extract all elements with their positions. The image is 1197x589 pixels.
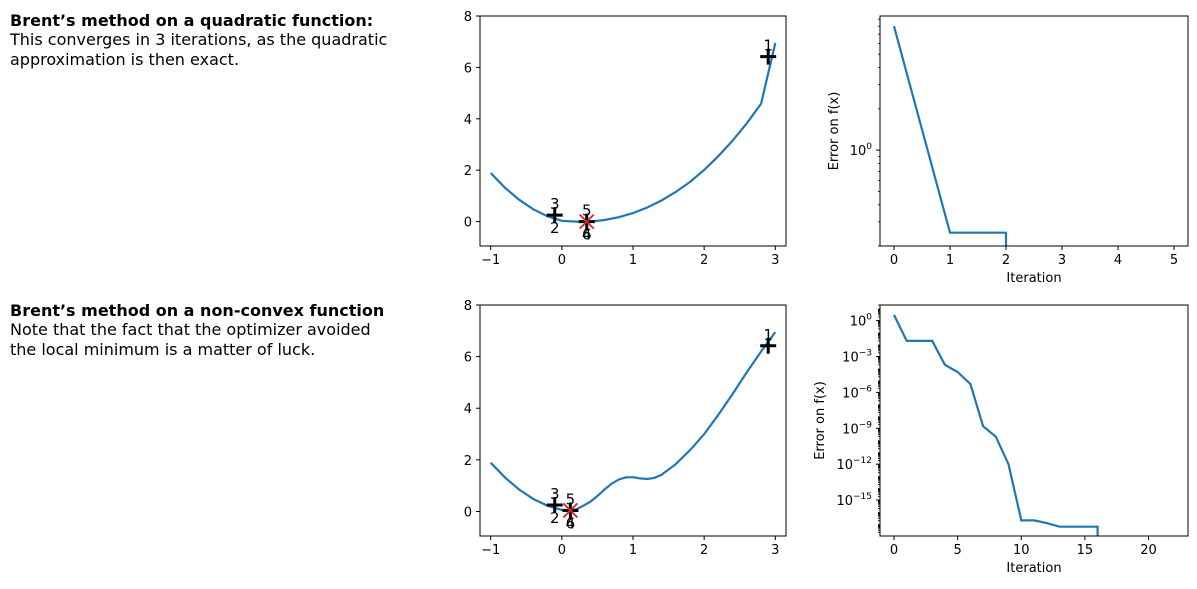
y-tick-label: 4 (464, 402, 472, 417)
panel-1-title: Brent’s method on a quadratic function: (10, 11, 374, 30)
iterate-label: 1 (763, 37, 773, 55)
chart-2: 0 1 2 3 4 5 100 Iteration Error on f(x) (827, 15, 1189, 286)
final-point-marker (562, 502, 579, 519)
x-tick-label: −1 (481, 543, 500, 558)
axes-frame (879, 304, 1189, 537)
x-tick-label: 10 (1013, 543, 1030, 558)
y-tick-label: 6 (464, 351, 472, 366)
axes-frame (879, 15, 1189, 247)
x-tick-label: 3 (771, 543, 779, 558)
y-tick-label: 0 (464, 505, 472, 520)
y-tick-label: 100 (850, 313, 873, 330)
iterate-label: 2 (550, 509, 560, 527)
y-tick-label: 2 (464, 454, 472, 469)
y-tick-label: 6 (464, 61, 472, 76)
y-tick-label: 8 (464, 299, 472, 314)
axes-frame (479, 304, 787, 537)
x-tick-label: 0 (558, 543, 566, 558)
series-line (892, 25, 1008, 246)
x-tick-label: 0 (558, 253, 566, 268)
x-tick-label: 5 (1170, 253, 1178, 268)
panel-1-text: Brent’s method on a quadratic function: … (10, 12, 430, 70)
y-tick-label: 10−6 (842, 384, 872, 401)
iterate-label: 4 (566, 514, 576, 532)
y-tick-label: 10−15 (836, 492, 872, 509)
series-line (489, 331, 777, 512)
x-tick-label: 1 (629, 543, 637, 558)
x-tick-label: 1 (629, 253, 637, 268)
y-axis-label: Error on f(x) (813, 381, 828, 460)
x-axis-label: Iteration (1006, 271, 1061, 286)
iterate-marker (760, 48, 777, 65)
panel-2-description: Note that the fact that the optimizer av… (10, 320, 371, 359)
y-tick-label: 2 (464, 164, 472, 179)
x-tick-label: 3 (771, 253, 779, 268)
x-tick-label: 2 (700, 543, 708, 558)
iterate-marker (546, 497, 563, 514)
y-tick-label: 8 (464, 10, 472, 25)
x-tick-label: 0 (890, 543, 898, 558)
x-tick-label: 5 (953, 543, 961, 558)
y-tick-label: 0 (464, 216, 472, 231)
panel-1-description: This converges in 3 iterations, as the q… (10, 30, 388, 69)
iterate-label: 5 (566, 490, 576, 508)
x-tick-label: 3 (1058, 253, 1066, 268)
iterate-label: 2 (550, 219, 560, 237)
y-tick-label: 4 (464, 113, 472, 128)
iterate-marker (546, 207, 563, 224)
x-axis-label: Iteration (1006, 561, 1061, 576)
series-line (489, 42, 777, 223)
x-tick-label: 20 (1140, 543, 1157, 558)
iterate-label: 3 (550, 195, 560, 213)
y-tick-label: 10−3 (842, 348, 872, 365)
iterate-label: 6 (582, 226, 592, 244)
iterate-label: 5 (582, 202, 592, 220)
iterate-label: 4 (582, 226, 592, 244)
x-tick-label: 15 (1077, 543, 1094, 558)
y-axis-label: Error on f(x) (827, 92, 842, 171)
iterate-label: 3 (550, 485, 560, 503)
y-tick-label: 10−12 (836, 456, 872, 473)
x-tick-label: 2 (700, 253, 708, 268)
panel-2-title: Brent’s method on a non-convex function (10, 301, 385, 320)
series-line (893, 314, 1099, 536)
y-tick-label: 10−9 (842, 420, 872, 437)
iterate-label: 1 (763, 326, 773, 344)
chart-4: 0 5 10 15 20 100 10−3 10−6 10−9 10−12 10−15 Iterati… (813, 304, 1189, 576)
iterate-label: 6 (566, 514, 576, 532)
final-point-marker (579, 213, 595, 230)
x-tick-label: 0 (890, 253, 898, 268)
x-tick-label: −1 (481, 253, 500, 268)
iterate-marker (760, 337, 777, 354)
x-tick-label: 2 (1002, 253, 1010, 268)
y-tick-label: 100 (850, 142, 873, 159)
x-tick-label: 1 (946, 253, 954, 268)
x-tick-label: 4 (1114, 253, 1122, 268)
panel-2-text: Brent’s method on a non-convex function … (10, 302, 430, 360)
